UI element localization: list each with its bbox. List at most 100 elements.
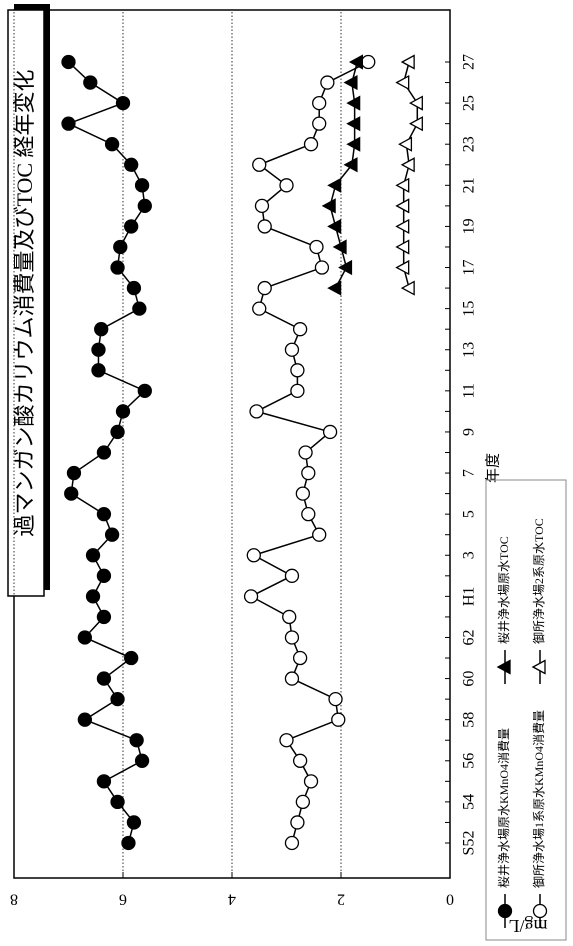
point-marker: [348, 54, 364, 70]
series-line: [329, 61, 359, 289]
point-marker: [312, 527, 327, 542]
y-tick-label: 6: [119, 890, 127, 907]
x-tick-label: 25: [461, 95, 478, 111]
point-marker: [332, 239, 347, 255]
point-marker: [395, 218, 410, 235]
x-tick-label: 54: [461, 794, 478, 810]
point-marker: [134, 753, 150, 768]
point-marker: [496, 659, 511, 675]
point-marker: [346, 95, 361, 111]
point-marker: [320, 75, 335, 90]
legend-label: 御所浄水場1系原水KMnO4消費量: [531, 710, 546, 888]
point-marker: [398, 136, 413, 152]
point-marker: [531, 659, 546, 675]
point-marker: [327, 177, 342, 193]
point-marker: [400, 54, 415, 70]
point-marker: [96, 774, 112, 789]
point-marker: [249, 404, 264, 419]
point-marker: [64, 486, 79, 501]
y-tick-label: 4: [228, 890, 236, 907]
point-marker: [77, 712, 92, 727]
point-marker: [298, 445, 313, 460]
point-marker: [252, 157, 267, 172]
point-marker: [343, 74, 358, 91]
point-marker: [126, 815, 142, 830]
point-marker: [85, 548, 101, 563]
point-marker: [346, 136, 361, 152]
point-marker: [243, 589, 259, 604]
point-marker: [83, 75, 98, 90]
x-tick-label: 13: [461, 342, 478, 358]
point-marker: [408, 116, 423, 132]
point-marker: [279, 733, 294, 748]
point-marker: [282, 609, 297, 625]
legend-box: [485, 479, 567, 941]
point-marker: [96, 671, 112, 686]
point-marker: [284, 835, 300, 851]
point-marker: [327, 280, 342, 296]
x-tick-label: 11: [461, 383, 478, 398]
y-tick-label: 8: [10, 890, 18, 907]
x-tick-label: 21: [461, 177, 478, 193]
point-marker: [338, 259, 353, 276]
x-tick-label: 62: [461, 629, 478, 645]
x-tick-label: 15: [461, 301, 478, 317]
point-marker: [132, 301, 147, 316]
x-axis-label: 年度: [484, 453, 501, 483]
title-box: [7, 9, 45, 597]
point-marker: [290, 383, 305, 398]
point-marker: [61, 116, 76, 131]
point-marker: [328, 691, 343, 707]
point-marker: [284, 568, 300, 583]
x-tick-label: 58: [461, 712, 478, 728]
point-marker: [301, 465, 316, 481]
point-marker: [137, 198, 152, 214]
legend-label: 桜井浄水場原水KMnO4消費量: [496, 728, 511, 888]
point-marker: [395, 74, 410, 91]
point-marker: [395, 239, 410, 255]
x-tick-label: 17: [461, 260, 478, 276]
point-marker: [327, 218, 342, 235]
point-marker: [343, 157, 358, 173]
legend-label: 御所浄水場2系原水TOC: [531, 518, 546, 644]
point-marker: [322, 424, 338, 440]
point-marker: [96, 568, 112, 583]
point-marker: [94, 322, 109, 337]
y-tick-label: 2: [337, 890, 345, 907]
point-marker: [115, 95, 131, 111]
point-marker: [292, 753, 308, 768]
point-marker: [290, 363, 305, 378]
point-marker: [126, 280, 142, 296]
x-tick-label: 3: [461, 551, 478, 559]
point-marker: [104, 527, 120, 542]
point-marker: [279, 178, 294, 193]
point-marker: [301, 507, 316, 522]
point-marker: [290, 815, 305, 830]
point-marker: [331, 712, 346, 727]
point-marker: [137, 383, 152, 398]
point-marker: [497, 903, 513, 919]
x-tick-label: S52: [461, 831, 478, 856]
y-tick-label: 0: [446, 890, 454, 907]
x-tick-label: 7: [461, 469, 478, 477]
point-marker: [292, 322, 308, 337]
point-marker: [96, 507, 112, 522]
point-marker: [400, 157, 415, 173]
point-marker: [124, 650, 139, 666]
point-marker: [96, 445, 112, 460]
point-marker: [85, 589, 101, 604]
x-tick-label: 27: [461, 54, 478, 70]
point-marker: [295, 486, 311, 501]
point-marker: [284, 630, 300, 645]
point-marker: [312, 95, 327, 111]
point-marker: [113, 239, 128, 255]
point-marker: [110, 691, 125, 707]
point-marker: [134, 178, 150, 193]
point-marker: [408, 95, 423, 111]
point-marker: [314, 260, 330, 275]
x-tick-label: 9: [461, 428, 478, 436]
point-marker: [124, 157, 139, 172]
x-tick-label: 19: [461, 218, 478, 234]
x-tick-label: 60: [461, 671, 478, 687]
